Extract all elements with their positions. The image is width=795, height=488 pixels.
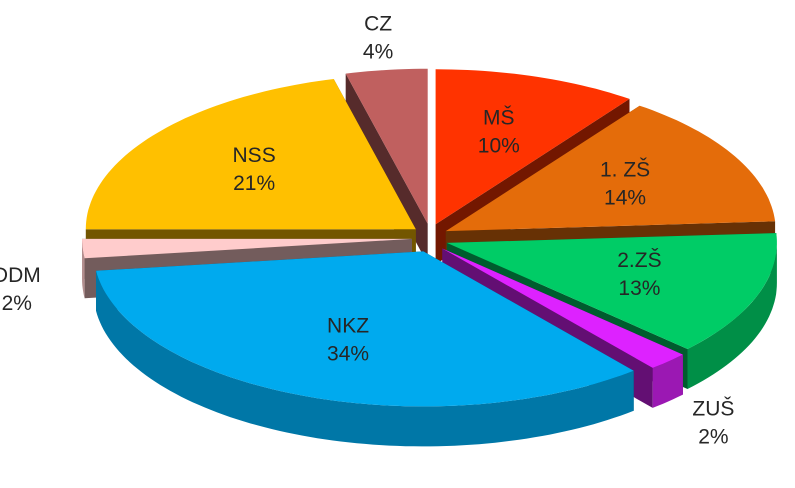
slice-label: MŠ: [483, 106, 515, 129]
value-label: 14%: [604, 186, 646, 209]
slice-wall: [82, 238, 85, 299]
slice-wall: [96, 270, 634, 447]
slice: [345, 68, 428, 224]
slice-label: NSS: [233, 144, 276, 167]
slice-label: DDM: [0, 264, 41, 287]
slice: [96, 251, 634, 407]
slice-label: 1. ZŠ: [600, 158, 650, 181]
slice: [82, 238, 412, 259]
slice-label: CZ: [364, 13, 392, 36]
value-label: 4%: [363, 41, 393, 64]
slice-wall: [687, 242, 777, 389]
slice-label: NKZ: [327, 314, 369, 337]
slice-label: 2.ZŠ: [617, 249, 661, 272]
slice: [85, 79, 416, 230]
value-label: 34%: [327, 342, 369, 365]
slice: [446, 233, 777, 349]
value-label: 2%: [2, 292, 32, 315]
value-label: 10%: [478, 134, 520, 157]
slice-label: ZUŠ: [692, 398, 734, 421]
value-label: 21%: [233, 172, 275, 195]
value-label: 13%: [618, 277, 660, 300]
value-label: 2%: [698, 426, 728, 449]
slice: [445, 105, 776, 232]
slice: [435, 69, 630, 225]
slice: [442, 248, 683, 368]
slice-wall: [652, 354, 683, 408]
